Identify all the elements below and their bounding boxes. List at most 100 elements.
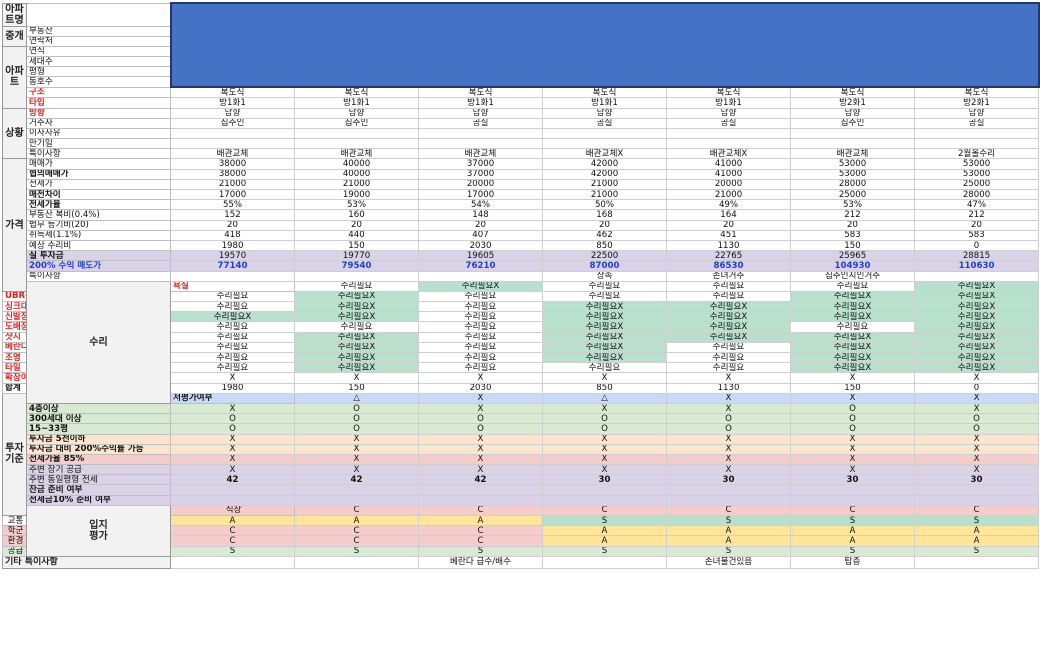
data-cell[interactable]: X: [294, 433, 419, 445]
data-cell[interactable]: 집주인: [170, 117, 295, 129]
data-cell[interactable]: 공실: [418, 117, 543, 129]
data-cell[interactable]: [542, 484, 667, 496]
data-cell[interactable]: 수리필요X: [170, 311, 295, 323]
data-cell[interactable]: C: [294, 504, 419, 517]
row-label[interactable]: 타일: [2, 362, 27, 374]
data-cell[interactable]: [666, 484, 791, 496]
data-cell[interactable]: 407: [418, 229, 543, 241]
data-cell[interactable]: 수리필요X: [294, 362, 419, 374]
data-cell[interactable]: 복도식: [294, 86, 419, 99]
data-cell[interactable]: 42: [170, 474, 295, 486]
data-cell[interactable]: 수리필요: [418, 351, 543, 364]
row-label[interactable]: 매매가: [26, 158, 171, 170]
data-cell[interactable]: X: [790, 392, 915, 404]
data-cell[interactable]: 38000: [170, 168, 295, 180]
data-cell[interactable]: 수리필요: [666, 280, 791, 292]
data-cell[interactable]: 수리필요X: [790, 301, 915, 313]
data-cell[interactable]: C: [913, 504, 1040, 517]
data-cell[interactable]: C: [418, 504, 543, 517]
data-cell[interactable]: 20: [913, 219, 1040, 231]
data-cell[interactable]: 방1화1: [542, 97, 667, 109]
data-cell[interactable]: X: [913, 372, 1040, 384]
data-cell[interactable]: X: [542, 433, 667, 445]
data-cell[interactable]: O: [294, 402, 419, 415]
data-cell[interactable]: 수리필요X: [790, 331, 915, 343]
data-cell[interactable]: [418, 138, 543, 150]
data-cell[interactable]: O: [790, 402, 915, 415]
data-cell[interactable]: X: [542, 372, 667, 384]
data-cell[interactable]: 수리필요X: [666, 311, 791, 323]
row-label[interactable]: 신발장: [2, 311, 27, 323]
data-cell[interactable]: 47%: [913, 199, 1040, 211]
data-cell[interactable]: 212: [913, 209, 1040, 221]
data-cell[interactable]: 수리필요: [294, 280, 419, 292]
data-cell[interactable]: O: [418, 423, 543, 435]
data-cell[interactable]: 0: [913, 239, 1040, 252]
data-cell[interactable]: [542, 494, 667, 506]
data-cell[interactable]: 25000: [913, 178, 1040, 191]
data-cell[interactable]: 40000: [294, 168, 419, 180]
data-cell[interactable]: [294, 555, 419, 569]
data-cell[interactable]: 20000: [666, 178, 791, 191]
data-cell[interactable]: 방2화1: [913, 97, 1040, 109]
data-cell[interactable]: 150: [790, 382, 915, 394]
data-cell[interactable]: 30: [913, 474, 1040, 486]
data-cell[interactable]: [790, 138, 915, 150]
data-cell[interactable]: △: [542, 392, 667, 404]
data-cell[interactable]: X: [418, 433, 543, 445]
data-cell[interactable]: X: [170, 402, 295, 415]
data-cell[interactable]: X: [790, 464, 915, 476]
data-cell[interactable]: X: [418, 464, 543, 476]
data-cell[interactable]: C: [790, 504, 915, 517]
data-cell[interactable]: 50%: [542, 199, 667, 211]
data-cell[interactable]: O: [790, 423, 915, 435]
data-cell[interactable]: 1980: [170, 239, 295, 252]
data-cell[interactable]: 집주인: [790, 117, 915, 129]
data-cell[interactable]: X: [666, 443, 791, 455]
row-label[interactable]: 저평가여부: [170, 392, 295, 404]
data-cell[interactable]: [170, 484, 295, 496]
data-cell[interactable]: 30: [542, 474, 667, 486]
data-cell[interactable]: 53%: [790, 199, 915, 211]
data-cell[interactable]: 28815: [913, 250, 1040, 262]
data-cell[interactable]: 20: [418, 219, 543, 231]
data-cell[interactable]: [294, 127, 419, 140]
data-cell[interactable]: 공실: [913, 117, 1040, 129]
data-cell[interactable]: X: [294, 464, 419, 476]
data-cell[interactable]: 수리필요: [418, 341, 543, 354]
data-cell[interactable]: 수리필요: [666, 351, 791, 364]
data-cell[interactable]: 수리필요X: [542, 341, 667, 354]
data-cell[interactable]: C: [294, 535, 419, 547]
row-label[interactable]: 학군: [2, 525, 27, 537]
data-cell[interactable]: 수리필요: [418, 362, 543, 374]
row-label[interactable]: 특이사항: [26, 270, 171, 282]
row-label[interactable]: 부동산 복비(0.4%): [26, 209, 171, 221]
data-cell[interactable]: [790, 494, 915, 506]
data-cell[interactable]: O: [294, 423, 419, 435]
data-cell[interactable]: 21000: [542, 188, 667, 201]
row-label[interactable]: 협의매매가: [26, 168, 171, 180]
data-cell[interactable]: X: [666, 464, 791, 476]
data-cell[interactable]: [790, 127, 915, 140]
data-cell[interactable]: 수리필요: [170, 290, 295, 303]
data-cell[interactable]: 850: [542, 382, 667, 394]
data-cell[interactable]: X: [913, 453, 1040, 466]
data-cell[interactable]: 수리필요X: [913, 341, 1040, 354]
row-label[interactable]: 특이사항: [26, 148, 171, 160]
data-cell[interactable]: 수리필요: [170, 321, 295, 333]
data-cell[interactable]: 남향: [294, 107, 419, 119]
data-cell[interactable]: [666, 138, 791, 150]
row-label[interactable]: 투자금 대비 200%수익률 가능: [26, 443, 171, 455]
data-cell[interactable]: 42: [294, 474, 419, 486]
data-cell[interactable]: 남향: [913, 107, 1040, 119]
row-label[interactable]: 매전차이: [26, 188, 171, 201]
row-label[interactable]: 잔금 준비 여부: [26, 484, 171, 496]
data-cell[interactable]: 수리필요X: [294, 290, 419, 303]
data-cell[interactable]: [294, 494, 419, 506]
row-label[interactable]: 베란다수납장: [2, 341, 27, 354]
data-cell[interactable]: 440: [294, 229, 419, 241]
data-cell[interactable]: [170, 270, 295, 282]
row-label[interactable]: 샷시: [2, 331, 27, 343]
data-cell[interactable]: 54%: [418, 199, 543, 211]
data-cell[interactable]: 수리필요X: [790, 311, 915, 323]
